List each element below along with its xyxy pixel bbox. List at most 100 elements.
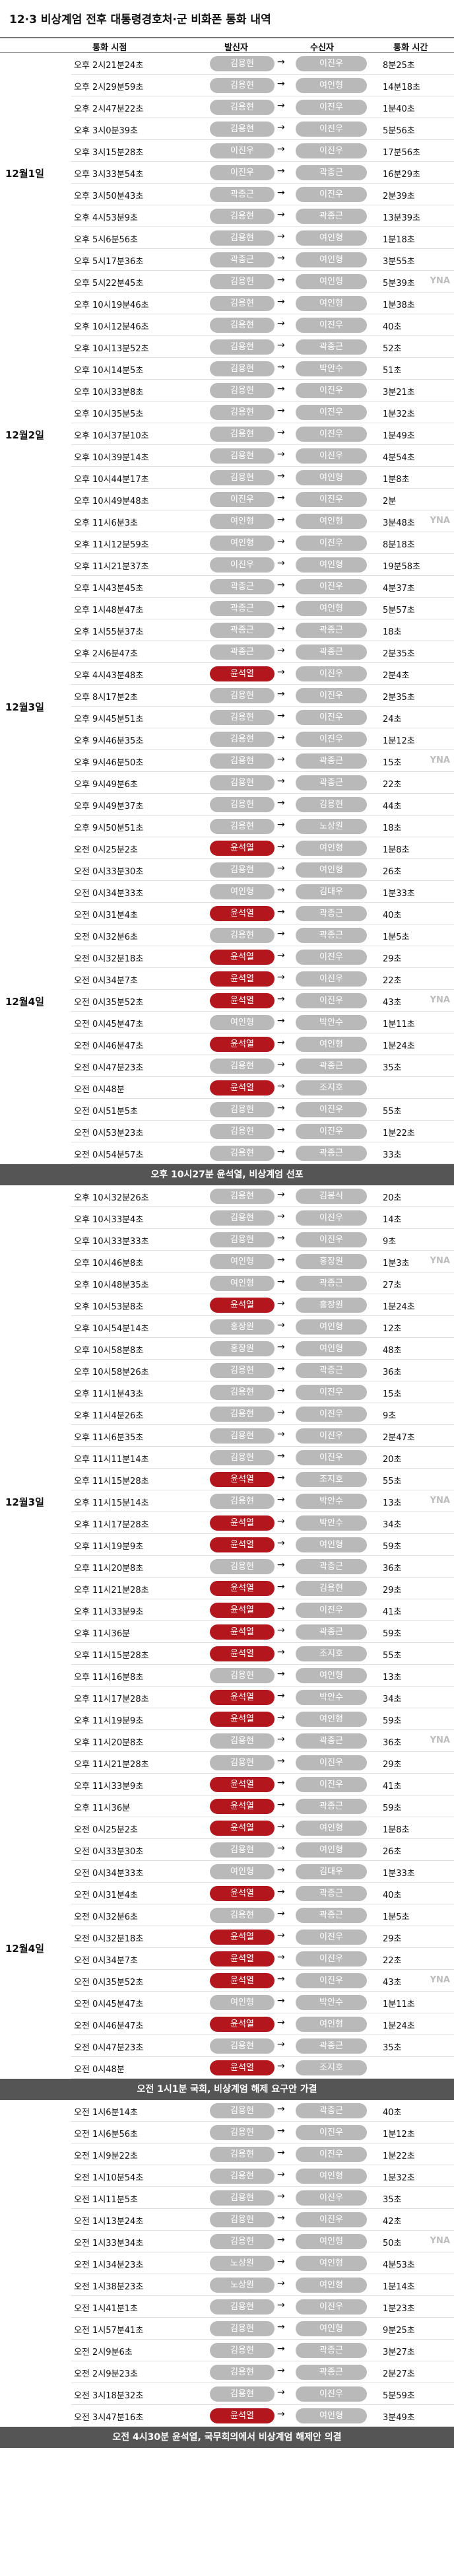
arrow-icon: → (277, 449, 285, 460)
call-time: 오전 0시47분23초 (74, 2043, 144, 2053)
call-time: 오전 1시41분1초 (74, 2304, 139, 2314)
receiver-badge: 김봉식 (296, 1189, 367, 1204)
call-time: 오전 0시45분47초 (74, 2000, 144, 2009)
caller-badge: 윤석열 (210, 1603, 275, 1618)
row-divider (71, 1577, 454, 1578)
receiver-badge: 노상원 (296, 819, 367, 834)
call-duration: 52초 (383, 344, 402, 354)
row-divider (71, 989, 454, 990)
table-row: 오후 10시58분8초 홍장원 → 여인형 48초 (0, 1338, 454, 1360)
call-duration: 1분33초 (383, 889, 415, 899)
caller-badge: 윤석열 (210, 1821, 275, 1836)
table-row: 오후 11시19분9초 윤석열 → 여인형 59초 (0, 1708, 454, 1730)
row-divider (71, 1555, 454, 1556)
caller-badge: 윤석열 (210, 1973, 275, 1988)
row-divider (71, 1250, 454, 1251)
call-time: 오후 10시19분46초 (74, 300, 149, 310)
caller-badge: 윤석열 (210, 1930, 275, 1945)
call-time: 오후 10시48분35초 (74, 1280, 149, 1290)
caller-badge: 윤석열 (210, 1951, 275, 1967)
caller-badge: 김용현 (210, 753, 275, 769)
row-divider (71, 1206, 454, 1207)
row-divider (71, 858, 454, 859)
receiver-badge: 이진우 (296, 2299, 367, 2315)
table-row: 오후 11시21분28초 김용현 → 이진우 29초 (0, 1752, 454, 1774)
receiver-badge: 이진우 (296, 2125, 367, 2140)
arrow-icon: → (277, 1125, 285, 1135)
table-row: 오전 0시34분33초 여인형 → 김대우 1분33초 (0, 1861, 454, 1883)
call-time: 오전 0시54분57초 (74, 1150, 144, 1160)
table-row: 오전 0시51분5초 김용현 → 이진우 55초 (0, 1099, 454, 1121)
row-divider (71, 183, 454, 184)
call-time: 오후 9시49분6초 (74, 780, 139, 790)
call-time: 오후 10시58분8초 (74, 1346, 144, 1356)
arrow-icon: → (277, 362, 285, 372)
call-time: 오후 10시46분8초 (74, 1259, 144, 1269)
call-duration: 43초 (383, 998, 402, 1008)
caller-badge: 김용현 (210, 819, 275, 834)
arrow-icon: → (277, 57, 285, 67)
table-row: 오전 0시47분23초 김용현 → 곽종근 35초 (0, 2035, 454, 2057)
call-time: 오후 10시58분26초 (74, 1368, 149, 1377)
table-row: 오후 5시6분56초 김용현 → 여인형 1분18초 (0, 227, 454, 249)
caller-badge: 김용현 (210, 1146, 275, 1161)
call-time: 오후 9시46분35초 (74, 736, 144, 746)
receiver-badge: 곽종근 (296, 906, 367, 921)
caller-badge: 윤석열 (210, 1537, 275, 1552)
call-time: 오후 10시54분14초 (74, 1324, 149, 1334)
arrow-icon: → (277, 819, 285, 830)
table-row: 오전 0시34분7초 윤석열 → 이진우 22초 (0, 1948, 454, 1970)
call-duration: 29초 (383, 1934, 402, 1944)
arrow-icon: → (277, 2213, 285, 2223)
call-duration: 1분32초 (383, 2173, 415, 2183)
caller-badge: 김용현 (210, 1908, 275, 1923)
call-time: 오후 11시36분 (74, 1803, 131, 1813)
call-duration: 13초 (383, 1498, 402, 1508)
caller-badge: 노상원 (210, 2256, 275, 2271)
receiver-badge: 여인형 (296, 252, 367, 267)
arrow-icon: → (277, 711, 285, 721)
table-row: 오전 1시34분23초 노상원 → 여인형 4분53초 (0, 2252, 454, 2274)
call-duration: 1분12초 (383, 2130, 415, 2140)
arrow-icon: → (277, 2126, 285, 2136)
call-duration: 51초 (383, 366, 402, 376)
caller-badge: 여인형 (210, 536, 275, 551)
call-time: 오전 0시31분4초 (74, 911, 139, 921)
call-time: 오후 11시17분28초 (74, 1694, 149, 1704)
arrow-icon: → (277, 1930, 285, 1941)
receiver-badge: 박안수 (296, 1995, 367, 2010)
call-time: 오후 11시15분14초 (74, 1498, 149, 1508)
caller-badge: 김용현 (210, 318, 275, 333)
call-time: 오전 0시34분7초 (74, 976, 139, 986)
arrow-icon: → (277, 994, 285, 1004)
table-row: 오후 11시12분59초 여인형 → 이진우 8분18초 (0, 532, 454, 554)
call-time: 오후 9시46분50초 (74, 758, 144, 768)
arrow-icon: → (277, 2387, 285, 2398)
table-row: 오전 0시31분4초 윤석열 → 곽종근 40초 (0, 1883, 454, 1904)
call-duration: 35초 (383, 2043, 402, 2053)
call-time: 오후 11시1분43초 (74, 1389, 144, 1399)
row-divider (71, 2404, 454, 2405)
receiver-badge: 여인형 (296, 274, 367, 289)
caller-badge: 김용현 (210, 2299, 275, 2315)
table-row: 오후 10시19분46초 김용현 → 여인형 1분38초 (0, 293, 454, 314)
row-divider (71, 1359, 454, 1360)
receiver-badge: 이진우 (296, 318, 367, 333)
caller-badge: 김용현 (210, 1842, 275, 1858)
arrow-icon: → (277, 209, 285, 220)
call-time: 오후 11시19분9초 (74, 1542, 144, 1552)
table-row: 오후 3시33분54초 이진우 → 곽종근 16분29초 (0, 162, 454, 184)
receiver-badge: 이진우 (296, 1124, 367, 1139)
caller-badge: 김용현 (210, 1363, 275, 1378)
event-banner: 오후 10시27분 윤석열, 비상계엄 선포 (0, 1164, 454, 1185)
receiver-badge: 박안수 (296, 1015, 367, 1030)
receiver-badge: 홍장원 (296, 1254, 367, 1269)
call-time: 오전 0시31분4초 (74, 1891, 139, 1900)
caller-badge: 윤석열 (210, 1037, 275, 1052)
caller-badge: 윤석열 (210, 841, 275, 856)
row-divider (71, 1751, 454, 1752)
caller-badge: 김용현 (210, 862, 275, 878)
call-time: 오후 10시14분5초 (74, 366, 144, 376)
table-row: 오후 11시20분8초 김용현 → 곽종근 36초 (0, 1556, 454, 1578)
call-duration: 4분54초 (383, 453, 415, 463)
